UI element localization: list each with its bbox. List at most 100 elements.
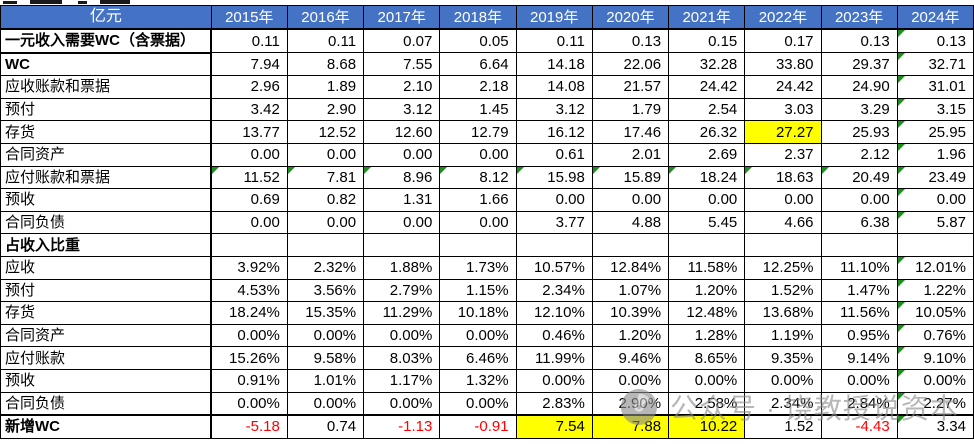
value-cell[interactable]: 0.00 xyxy=(210,210,288,235)
value-cell[interactable]: 2.18 xyxy=(439,75,517,99)
row-label-cell[interactable]: 合同资产 xyxy=(0,142,213,167)
value-cell[interactable]: 3.56% xyxy=(286,278,365,303)
value-cell[interactable]: 1.20% xyxy=(668,278,746,303)
value-cell[interactable]: 8.96 xyxy=(363,165,441,190)
value-cell[interactable]: 2.96 xyxy=(210,75,288,99)
row-label-cell[interactable]: 一元收入需要WC（含票据） xyxy=(0,28,213,54)
value-cell[interactable]: 2.84% xyxy=(820,391,898,416)
value-cell[interactable]: 32.71 xyxy=(896,52,974,77)
value-cell[interactable]: 0.00 xyxy=(210,142,288,167)
row-label-cell[interactable]: 应付账款和票据 xyxy=(0,165,213,190)
value-cell[interactable]: 12.52 xyxy=(286,120,365,144)
value-cell[interactable]: 12.48% xyxy=(668,301,746,325)
value-cell[interactable]: 10.18% xyxy=(439,301,517,325)
value-cell[interactable]: 0.13 xyxy=(896,28,974,54)
value-cell[interactable]: 1.73% xyxy=(439,255,517,280)
value-cell[interactable]: 0.00 xyxy=(668,188,746,212)
value-cell[interactable]: 1.88% xyxy=(363,255,441,280)
value-cell[interactable]: 0.00% xyxy=(668,368,746,393)
value-cell[interactable]: 3.77 xyxy=(515,210,593,235)
value-cell[interactable]: 2.12 xyxy=(820,142,898,167)
value-cell[interactable]: 2.01 xyxy=(591,142,670,167)
value-cell[interactable]: 29.37 xyxy=(820,52,898,77)
value-cell[interactable]: 0.74 xyxy=(286,414,365,439)
value-cell[interactable]: 7.94 xyxy=(210,52,288,77)
value-cell[interactable]: 0.15 xyxy=(668,28,746,54)
value-cell[interactable]: 5.87 xyxy=(896,210,974,235)
value-cell[interactable]: 1.20% xyxy=(591,323,670,348)
value-cell[interactable]: 0.00% xyxy=(210,323,288,348)
value-cell[interactable]: 2.54 xyxy=(668,97,746,122)
value-cell[interactable]: 24.90 xyxy=(820,75,898,99)
row-label-cell[interactable]: 预收 xyxy=(0,188,213,212)
value-cell[interactable]: 11.56% xyxy=(820,301,898,325)
value-cell[interactable]: 0.00% xyxy=(363,391,441,416)
value-cell[interactable]: 3.34 xyxy=(896,414,974,439)
value-cell[interactable]: 13.77 xyxy=(210,120,288,144)
value-cell[interactable]: 0.00 xyxy=(820,188,898,212)
value-cell[interactable]: 12.25% xyxy=(744,255,822,280)
year-header-cell-2020[interactable]: 2020年 xyxy=(591,5,670,30)
row-label-cell[interactable]: 合同负债 xyxy=(0,210,213,235)
year-header-cell-2016[interactable]: 2016年 xyxy=(286,5,365,30)
value-cell[interactable]: 2.83% xyxy=(515,391,593,416)
value-cell[interactable]: 0.11 xyxy=(515,28,593,54)
value-cell[interactable]: 0.00 xyxy=(591,188,670,212)
value-cell[interactable] xyxy=(439,233,517,257)
value-cell[interactable]: 0.00% xyxy=(286,323,365,348)
value-cell[interactable]: 1.01% xyxy=(286,368,365,393)
value-cell[interactable]: 0.00 xyxy=(515,188,593,212)
value-cell[interactable]: 14.18 xyxy=(515,52,593,77)
value-cell[interactable] xyxy=(286,233,365,257)
row-label-cell[interactable]: 合同负债 xyxy=(0,391,213,416)
value-cell[interactable]: 3.12 xyxy=(515,97,593,122)
value-cell[interactable]: 1.52 xyxy=(744,414,822,439)
value-cell[interactable]: 0.00% xyxy=(439,323,517,348)
value-cell[interactable]: 1.17% xyxy=(363,368,441,393)
value-cell[interactable]: 9.46% xyxy=(591,346,670,370)
value-cell[interactable]: 11.10% xyxy=(820,255,898,280)
row-label-cell[interactable]: 存货 xyxy=(0,120,213,144)
row-label-cell[interactable]: 合同资产 xyxy=(0,323,213,348)
value-cell[interactable]: 9.35% xyxy=(744,346,822,370)
value-cell[interactable]: -1.13 xyxy=(363,414,441,439)
value-cell[interactable] xyxy=(363,233,441,257)
value-cell[interactable]: 8.65% xyxy=(668,346,746,370)
value-cell[interactable]: 0.00 xyxy=(286,142,365,167)
value-cell[interactable]: 12.79 xyxy=(439,120,517,144)
value-cell[interactable]: 1.79 xyxy=(591,97,670,122)
year-header-cell-2019[interactable]: 2019年 xyxy=(515,5,593,30)
value-cell[interactable]: 2.90% xyxy=(591,391,670,416)
value-cell[interactable]: 16.12 xyxy=(515,120,593,144)
year-header-cell-2023[interactable]: 2023年 xyxy=(820,5,898,30)
value-cell[interactable]: 4.66 xyxy=(744,210,822,235)
value-cell[interactable]: 1.07% xyxy=(591,278,670,303)
value-cell[interactable]: 0.07 xyxy=(363,28,441,54)
value-cell[interactable] xyxy=(210,233,288,257)
value-cell[interactable]: 2.37 xyxy=(744,142,822,167)
value-cell[interactable]: 0.11 xyxy=(286,28,365,54)
value-cell[interactable]: 6.46% xyxy=(439,346,517,370)
value-cell[interactable]: 18.24 xyxy=(668,165,746,190)
value-cell[interactable]: 0.00 xyxy=(363,142,441,167)
value-cell[interactable]: 25.95 xyxy=(896,120,974,144)
value-cell[interactable] xyxy=(744,233,822,257)
row-label-cell[interactable]: 应收账款和票据 xyxy=(0,75,213,99)
value-cell[interactable] xyxy=(515,233,593,257)
year-header-cell-2022[interactable]: 2022年 xyxy=(744,5,822,30)
year-header-cell-2021[interactable]: 2021年 xyxy=(668,5,746,30)
value-cell[interactable]: 0.13 xyxy=(820,28,898,54)
value-cell[interactable]: 1.31 xyxy=(363,188,441,212)
value-cell[interactable]: 15.89 xyxy=(591,165,670,190)
value-cell[interactable] xyxy=(668,233,746,257)
value-cell[interactable]: 0.05 xyxy=(439,28,517,54)
value-cell[interactable]: 1.52% xyxy=(744,278,822,303)
value-cell[interactable]: 12.60 xyxy=(363,120,441,144)
year-header-cell-2018[interactable]: 2018年 xyxy=(439,5,517,30)
value-cell[interactable]: 1.66 xyxy=(439,188,517,212)
row-label-cell[interactable]: 应付账款 xyxy=(0,346,213,370)
unit-header-cell[interactable]: 亿元 xyxy=(0,5,212,30)
value-cell[interactable]: 7.81 xyxy=(286,165,365,190)
year-header-cell-2017[interactable]: 2017年 xyxy=(363,5,441,30)
value-cell[interactable]: 3.15 xyxy=(896,97,974,122)
